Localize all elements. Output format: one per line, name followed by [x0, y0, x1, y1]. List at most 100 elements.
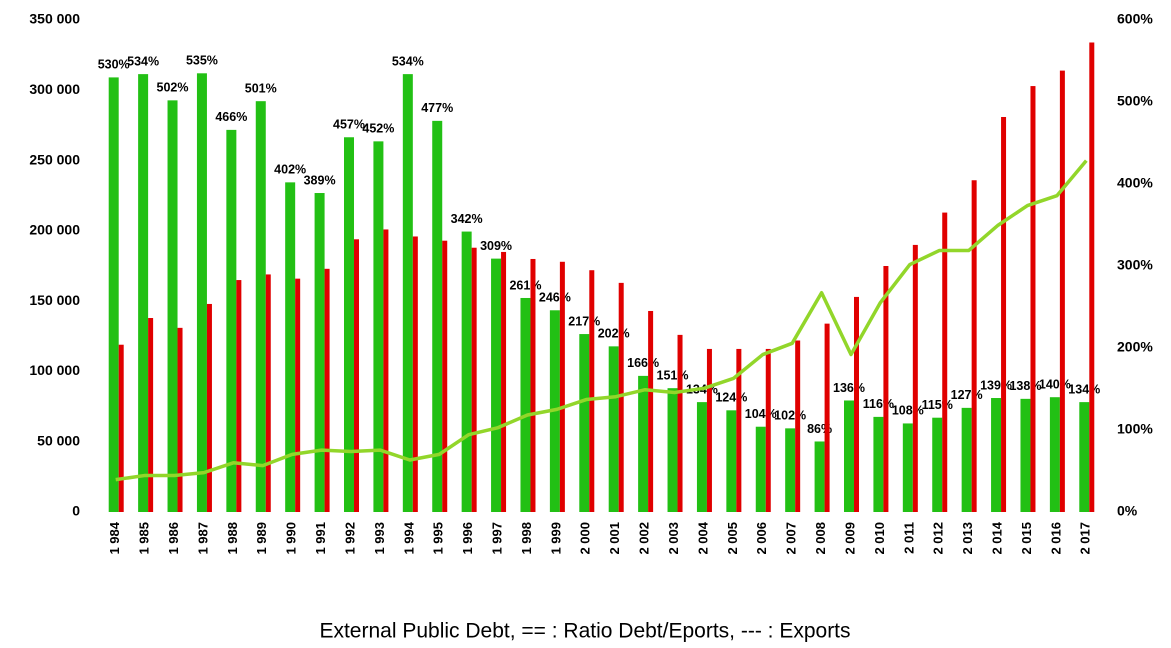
bar: [579, 334, 590, 512]
x-tick-label: 2 009: [842, 522, 857, 555]
x-tick-label: 2 006: [754, 522, 769, 555]
x-tick-label: 2 007: [784, 522, 799, 555]
value-label: 140%: [1039, 377, 1071, 391]
bar: [265, 274, 271, 512]
bar: [402, 74, 413, 513]
x-tick-label: 1 988: [225, 522, 240, 555]
bar: [324, 268, 330, 512]
x-tick-label: 1 989: [254, 522, 269, 555]
bar: [1049, 397, 1060, 512]
bar: [785, 428, 796, 512]
y2-tick-label: 100%: [1117, 421, 1153, 437]
x-tick-label: 1 992: [342, 522, 357, 555]
x-tick-label: 1 996: [460, 522, 475, 555]
bar: [765, 348, 771, 512]
bar: [755, 426, 766, 512]
x-tick-label: 1 994: [401, 521, 416, 554]
bar: [1001, 116, 1007, 512]
value-label: 116%: [863, 397, 894, 411]
y2-tick-label: 200%: [1117, 339, 1153, 355]
value-label: 342%: [451, 212, 483, 226]
bar: [520, 297, 531, 512]
value-label: 104%: [745, 407, 777, 421]
bar: [736, 348, 742, 512]
bar: [589, 270, 595, 512]
bar: [912, 244, 918, 512]
bar: [932, 417, 943, 512]
bar: [530, 258, 536, 512]
x-tick-label: 2 005: [725, 522, 740, 555]
x-tick-label: 2 008: [813, 522, 828, 555]
value-label: 530%: [98, 58, 130, 72]
y2-tick-label: 300%: [1117, 257, 1153, 273]
value-label: 389%: [304, 173, 336, 187]
bar: [354, 239, 359, 512]
value-label: 246%: [539, 291, 571, 305]
value-label: 534%: [127, 54, 159, 68]
bar: [648, 310, 654, 512]
y-tick-label: 300 000: [29, 81, 80, 97]
x-tick-label: 2 015: [1019, 522, 1034, 555]
bar: [795, 340, 801, 512]
x-tick-label: 1 999: [548, 522, 563, 555]
bar: [902, 423, 913, 512]
y-tick-label: 50 000: [37, 432, 80, 448]
value-label: 115%: [922, 398, 953, 412]
bar: [491, 258, 502, 512]
bar: [991, 398, 1002, 512]
bar: [608, 346, 619, 512]
y-tick-label: 150 000: [29, 292, 80, 308]
bar: [706, 348, 712, 512]
bar: [236, 280, 242, 512]
x-tick-label: 1 990: [284, 522, 299, 555]
value-label: 261%: [509, 278, 541, 292]
value-label: 124%: [715, 391, 747, 405]
bar: [285, 182, 296, 513]
bar: [177, 327, 183, 512]
value-label: 457%: [333, 118, 365, 132]
value-label: 502%: [157, 81, 189, 95]
value-label: 138%: [1009, 379, 1041, 393]
value-label: 452%: [362, 122, 394, 136]
bar: [883, 266, 889, 512]
bar: [814, 441, 825, 512]
x-tick-label: 2 014: [989, 521, 1004, 554]
x-tick-label: 2 000: [578, 522, 593, 555]
bar: [971, 180, 977, 512]
bar: [148, 318, 154, 512]
bar: [314, 193, 325, 512]
bar: [1089, 42, 1095, 513]
bar: [432, 120, 443, 513]
bar: [412, 236, 418, 513]
y-tick-label: 200 000: [29, 222, 80, 238]
x-tick-label: 2 016: [1048, 522, 1063, 555]
value-label: 139%: [980, 378, 1012, 392]
bar: [667, 388, 678, 512]
x-tick-label: 2 002: [637, 522, 652, 555]
bar: [206, 303, 212, 512]
caption: External Public Debt, == : Ratio Debt/Ep…: [319, 620, 850, 643]
bar: [138, 74, 149, 513]
bar: [1079, 402, 1090, 512]
bar: [677, 334, 683, 512]
x-tick-label: 1 997: [489, 522, 504, 555]
x-tick-label: 2 013: [960, 522, 975, 555]
y2-tick-label: 0%: [1117, 503, 1138, 519]
bar: [383, 229, 389, 513]
x-tick-label: 2 003: [666, 522, 681, 555]
x-tick-label: 1 991: [313, 522, 328, 555]
bar: [108, 77, 119, 513]
x-tick-label: 1 985: [137, 522, 152, 555]
bar: [226, 129, 237, 512]
x-tick-label: 1 998: [519, 522, 534, 555]
x-tick-label: 2 010: [872, 522, 887, 555]
bar: [344, 137, 354, 512]
y-tick-label: 0: [72, 503, 80, 519]
bar: [295, 278, 301, 512]
x-tick-label: 1 993: [372, 522, 387, 555]
bar: [696, 402, 707, 512]
x-tick-label: 2 001: [607, 522, 622, 555]
bar: [1059, 70, 1065, 512]
bar: [844, 400, 854, 512]
